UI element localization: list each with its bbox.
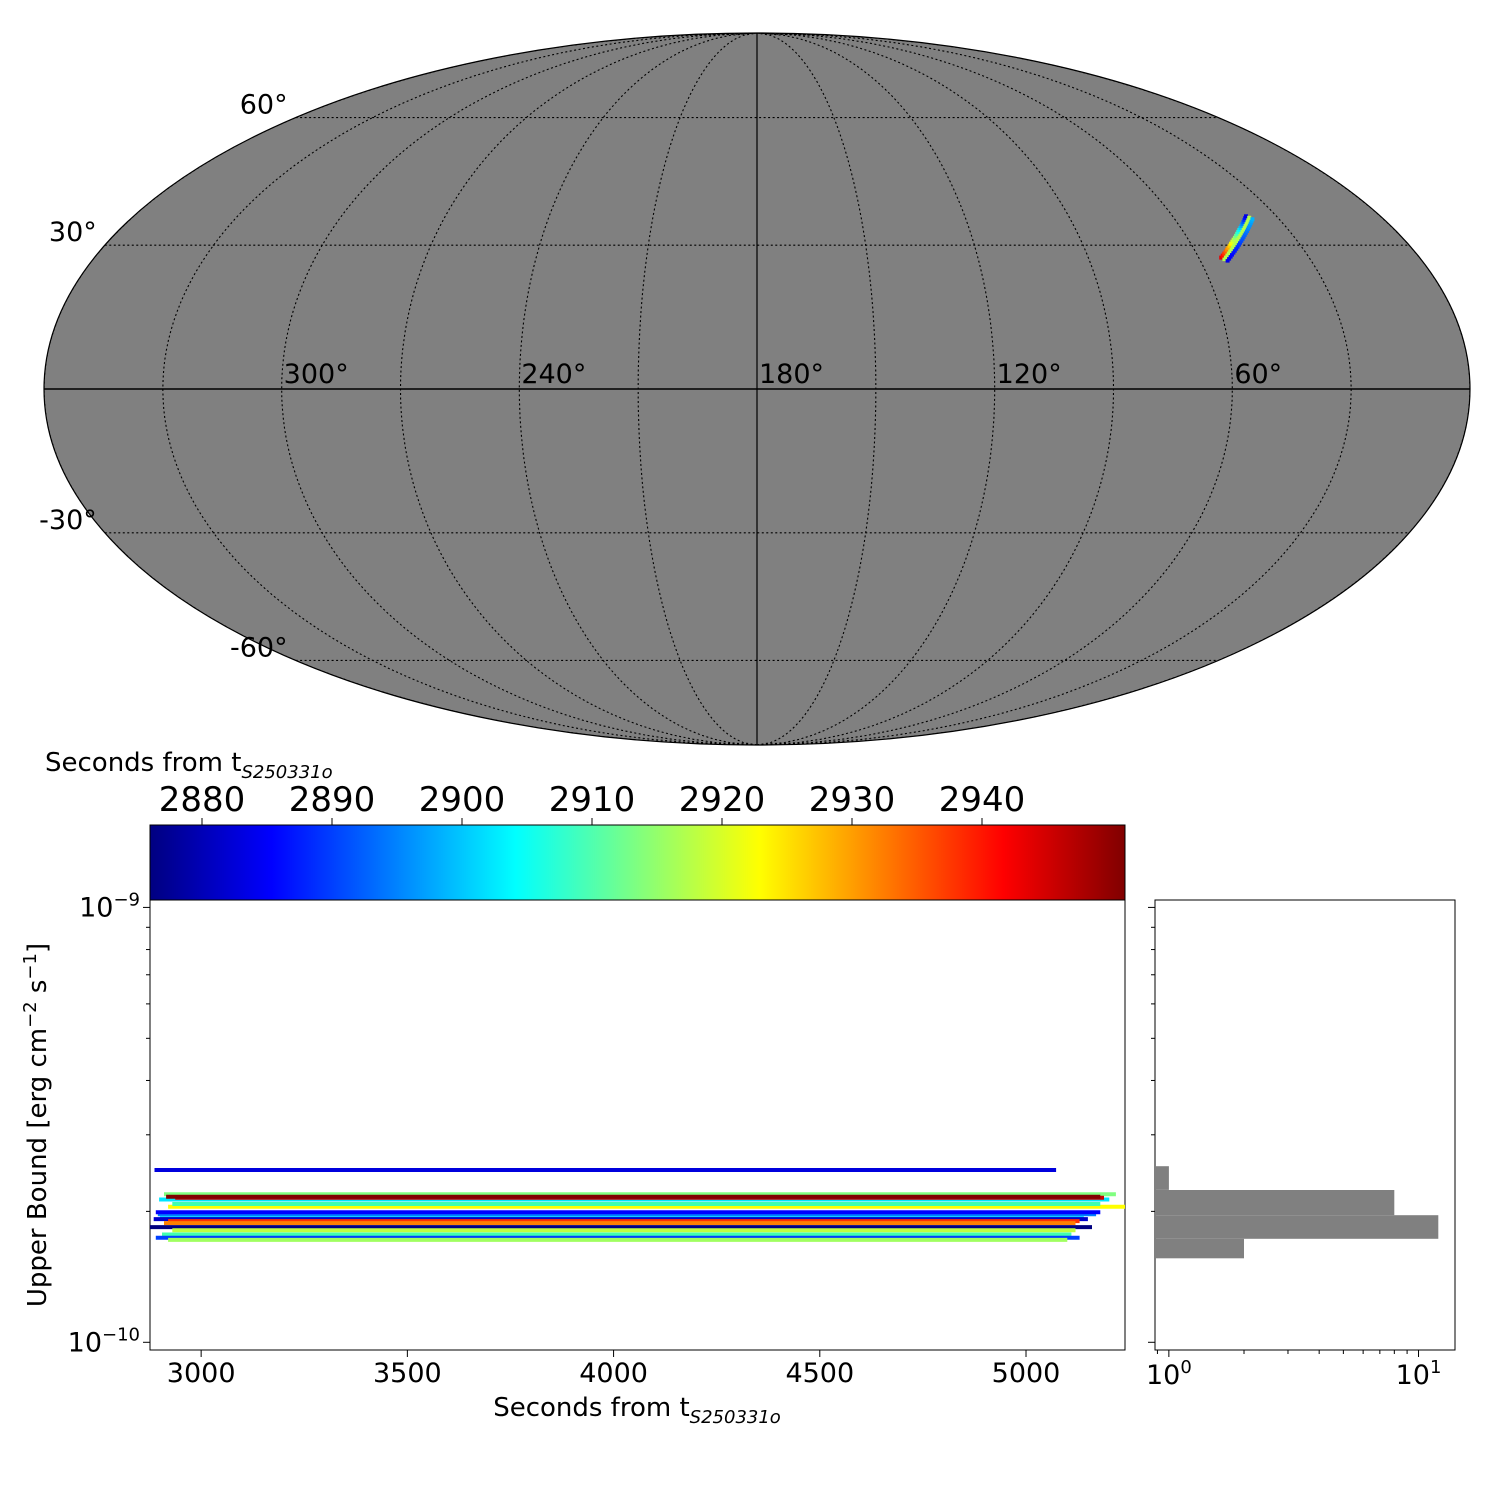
- y-tick-label: 10−10: [68, 1324, 140, 1358]
- meridian-label: 60°: [1234, 359, 1282, 390]
- colorbar-tick-label: 2890: [289, 780, 376, 820]
- x-tick-label: 3500: [373, 1358, 442, 1389]
- upper-bound-plot: 3000 3500 4000 4500 5000 10−10 10−9 Seconds f…: [20, 889, 1126, 1428]
- colorbar-label: Seconds from tS250331o: [45, 748, 333, 783]
- meridian-line: [756, 33, 996, 745]
- x-tick-label: 4500: [785, 1358, 854, 1389]
- colorbar-tick-label: 2920: [679, 780, 766, 820]
- y-axis-label: Upper Bound [erg cm−2 s−1]: [20, 943, 53, 1307]
- meridian-label: 180°: [759, 359, 824, 390]
- region-pixel: [1250, 217, 1255, 222]
- colorbar-tick-label: 2940: [939, 780, 1026, 820]
- plot-frame: [149, 899, 1126, 1351]
- y-tick-label: 10−9: [79, 889, 140, 923]
- sky-grid-labels: 300° 240° 180° 120° 60° 60° 30° -30° -60°: [39, 90, 1282, 664]
- upper-bound-histogram: 100 101: [1146, 899, 1456, 1391]
- colorbar: Seconds from tS250331o 2880 2890 2900 2910 2…: [45, 748, 1126, 901]
- upper-bound-bars: [150, 1168, 1125, 1242]
- colorbar-gradient: [149, 824, 1126, 901]
- colorbar-tick-label: 2910: [549, 780, 636, 820]
- colorbar-tick-label: 2900: [419, 780, 506, 820]
- histogram-bin: [1155, 1190, 1395, 1216]
- histogram-tick-label: 100: [1146, 1357, 1192, 1391]
- region-pixel: [1244, 214, 1248, 219]
- histogram-bin: [1155, 1238, 1244, 1259]
- x-tick-label: 3000: [167, 1358, 236, 1389]
- histogram-bin: [1155, 1166, 1169, 1190]
- sky-map-border: [43, 32, 1471, 746]
- histogram-bin: [1155, 1215, 1439, 1239]
- meridian-label: 240°: [521, 359, 586, 390]
- parallel-label: 60°: [240, 90, 288, 121]
- x-tick-label: 4000: [579, 1358, 648, 1389]
- x-axis-label: Seconds from tS250331o: [493, 1393, 781, 1428]
- histogram-bins: [1155, 1166, 1439, 1259]
- parallel-label: -60°: [230, 632, 288, 663]
- sky-map: 300° 240° 180° 120° 60° 60° 30° -30° -60°: [39, 32, 1471, 746]
- y-axis-ticks: 10−10 10−9: [68, 889, 150, 1358]
- x-axis-ticks: 3000 3500 4000 4500 5000: [167, 1350, 1061, 1389]
- colorbar-ticks: 2880 2890 2900 2910 2920 2930 2940: [159, 780, 1026, 825]
- colorbar-tick-label: 2880: [159, 780, 246, 820]
- region-pixel: [1247, 215, 1252, 220]
- colorbar-tick-label: 2930: [809, 780, 896, 820]
- histogram-frame: [1154, 899, 1456, 1351]
- histogram-ticks: 100 101: [1146, 906, 1442, 1391]
- meridian-label: 300°: [284, 359, 349, 390]
- histogram-tick-label: 101: [1396, 1357, 1442, 1391]
- localization-region: [1219, 214, 1255, 263]
- x-tick-label: 5000: [992, 1358, 1061, 1389]
- parallel-label: -30°: [39, 505, 97, 536]
- meridian-label: 120°: [997, 359, 1062, 390]
- parallel-label: 30°: [49, 217, 97, 248]
